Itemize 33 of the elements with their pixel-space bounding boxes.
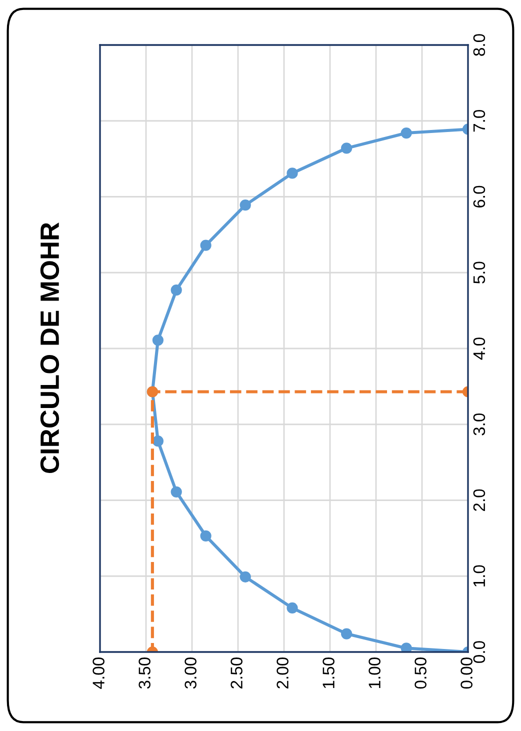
y-tick-label: 1.0	[473, 565, 486, 586]
y-tick-label: 3.0	[473, 413, 486, 436]
y-tick-label: 6.0	[473, 186, 486, 208]
point	[400, 127, 412, 139]
x-tick-label: 1.50	[322, 658, 334, 688]
point	[170, 284, 182, 296]
y-tick-label: 5.0	[473, 262, 486, 284]
y-tick-label: 8.0	[473, 34, 486, 56]
point	[341, 142, 352, 154]
point	[170, 486, 182, 498]
point	[240, 571, 251, 582]
x-tick-label: 0.50	[414, 658, 426, 689]
y-tick-label: 0.0	[473, 641, 486, 663]
point	[200, 530, 212, 542]
x-tick-label: 1.00	[368, 658, 380, 688]
x-tick-label: 2.50	[230, 658, 242, 688]
y-tick-label: 4.0	[473, 338, 486, 360]
text: CIRCULO DE MOHR	[40, 222, 60, 473]
point	[400, 642, 412, 652]
y-tick-label: 2.0	[473, 489, 486, 511]
y-tick-label: 7.0	[473, 110, 486, 132]
x-tick-label: 3.00	[184, 658, 196, 689]
x-tick-label: 4.00	[92, 658, 104, 689]
point	[152, 334, 164, 346]
point	[286, 168, 298, 179]
point	[152, 436, 164, 447]
point	[240, 200, 251, 211]
x-tick-label: 2.00	[276, 658, 288, 688]
point	[200, 240, 212, 251]
point	[341, 628, 352, 640]
x-tick-label: 0.00	[460, 658, 472, 689]
x-tick-label: 3.50	[138, 658, 150, 689]
point	[286, 602, 298, 614]
